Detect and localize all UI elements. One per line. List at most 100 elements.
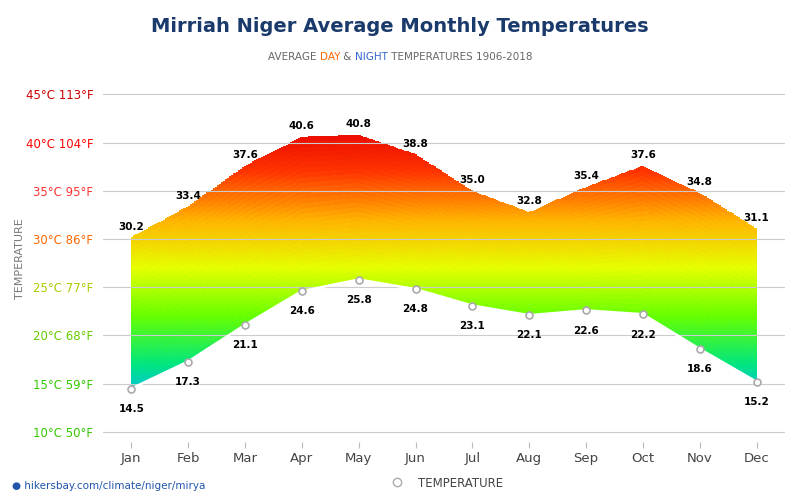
Text: 40.6: 40.6 [289, 121, 314, 131]
Polygon shape [144, 276, 146, 280]
Polygon shape [217, 196, 219, 201]
Polygon shape [692, 236, 694, 242]
Polygon shape [440, 292, 442, 296]
Polygon shape [598, 281, 600, 285]
Polygon shape [331, 176, 334, 180]
Polygon shape [288, 268, 290, 273]
Polygon shape [506, 286, 509, 290]
Polygon shape [626, 238, 627, 242]
Polygon shape [569, 264, 571, 268]
Polygon shape [631, 242, 634, 246]
Polygon shape [417, 268, 419, 272]
Polygon shape [394, 240, 396, 244]
Polygon shape [753, 247, 754, 252]
Polygon shape [423, 178, 425, 182]
Polygon shape [526, 224, 527, 228]
Polygon shape [221, 287, 223, 292]
Polygon shape [138, 344, 140, 350]
Polygon shape [219, 194, 221, 200]
Polygon shape [490, 209, 492, 212]
Polygon shape [309, 192, 310, 198]
Polygon shape [605, 224, 606, 228]
Polygon shape [444, 214, 446, 219]
Polygon shape [283, 198, 286, 202]
Polygon shape [230, 313, 231, 318]
Polygon shape [331, 156, 334, 160]
Polygon shape [335, 264, 338, 269]
Polygon shape [648, 188, 650, 194]
Polygon shape [340, 219, 342, 224]
Polygon shape [648, 303, 650, 308]
Polygon shape [500, 274, 502, 278]
Polygon shape [427, 210, 430, 214]
Polygon shape [256, 222, 258, 228]
Polygon shape [730, 352, 731, 356]
Polygon shape [296, 170, 298, 175]
Polygon shape [386, 144, 388, 149]
Polygon shape [286, 170, 288, 175]
Polygon shape [600, 302, 602, 307]
Polygon shape [198, 272, 200, 276]
Polygon shape [406, 260, 409, 265]
Polygon shape [302, 162, 304, 168]
Polygon shape [334, 160, 335, 166]
Polygon shape [234, 279, 235, 284]
Polygon shape [502, 213, 504, 217]
Polygon shape [286, 150, 288, 155]
Polygon shape [631, 218, 634, 222]
Polygon shape [367, 243, 369, 248]
Polygon shape [327, 166, 330, 171]
Polygon shape [657, 233, 658, 238]
Polygon shape [406, 220, 409, 224]
Polygon shape [467, 277, 469, 281]
Polygon shape [371, 263, 373, 268]
Polygon shape [204, 262, 206, 267]
Polygon shape [586, 191, 588, 195]
Polygon shape [452, 190, 454, 194]
Polygon shape [548, 210, 550, 214]
Polygon shape [394, 281, 396, 285]
Polygon shape [400, 254, 402, 259]
Polygon shape [161, 348, 162, 354]
Polygon shape [500, 230, 502, 234]
Polygon shape [592, 188, 594, 193]
Polygon shape [658, 274, 661, 279]
Polygon shape [300, 188, 302, 194]
Polygon shape [423, 160, 425, 164]
Polygon shape [314, 166, 317, 172]
Polygon shape [288, 211, 290, 216]
Polygon shape [571, 240, 573, 244]
Polygon shape [654, 287, 657, 292]
Polygon shape [646, 292, 648, 297]
Polygon shape [736, 226, 738, 232]
Polygon shape [700, 314, 702, 318]
Polygon shape [734, 214, 736, 220]
Polygon shape [700, 194, 702, 199]
Polygon shape [209, 206, 210, 212]
Polygon shape [367, 228, 369, 234]
Polygon shape [657, 313, 658, 318]
Polygon shape [321, 156, 323, 161]
Polygon shape [383, 274, 386, 279]
Polygon shape [402, 154, 404, 159]
Polygon shape [213, 220, 214, 224]
Polygon shape [642, 270, 644, 275]
Polygon shape [586, 298, 588, 302]
Polygon shape [148, 314, 150, 319]
Polygon shape [606, 272, 609, 276]
Polygon shape [292, 250, 294, 255]
Polygon shape [334, 156, 335, 160]
Polygon shape [304, 182, 306, 188]
Polygon shape [648, 214, 650, 218]
Polygon shape [554, 290, 557, 294]
Polygon shape [746, 289, 748, 294]
Polygon shape [573, 192, 575, 196]
Polygon shape [679, 220, 682, 224]
Polygon shape [227, 256, 230, 262]
Polygon shape [648, 224, 650, 228]
Polygon shape [358, 198, 361, 202]
Polygon shape [658, 239, 661, 244]
Polygon shape [590, 227, 592, 231]
Polygon shape [717, 313, 719, 318]
Polygon shape [738, 274, 740, 279]
